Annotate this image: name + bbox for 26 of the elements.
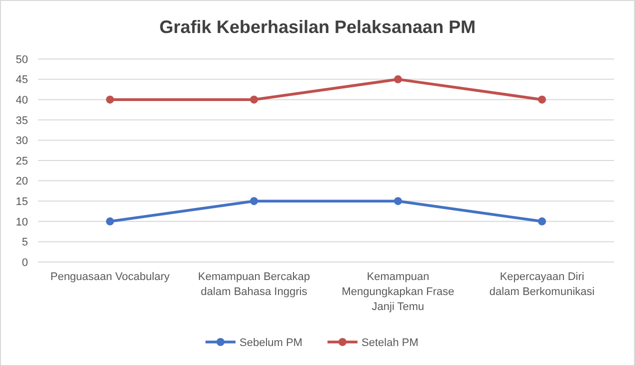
x-tick-label: Kepercayaan Diri dalam Berkomunikasi	[489, 271, 595, 298]
point	[106, 217, 114, 226]
y-tick-label: 0	[22, 256, 28, 269]
y-tick-label: 50	[16, 54, 28, 66]
y-tick-label: 20	[16, 176, 28, 188]
legend-label: Setelah PM	[362, 336, 418, 349]
chart-title: Grafik Keberhasilan Pelaksanaan PM	[159, 17, 476, 37]
point	[250, 96, 258, 104]
x-tick-label: Kemampuan Bercakap dalam Bahasa Inggris	[198, 271, 310, 298]
y-tick-label: 30	[16, 135, 28, 148]
point	[250, 197, 258, 206]
point	[538, 96, 546, 104]
y-tick-label: 15	[16, 196, 28, 208]
point	[538, 217, 546, 226]
y-tick-label: 45	[16, 74, 28, 86]
y-tick-label: 35	[16, 114, 28, 127]
point	[394, 197, 402, 206]
point	[394, 75, 402, 84]
y-tick-label: 40	[16, 94, 28, 106]
y-tick-label: 10	[16, 216, 28, 228]
point	[106, 96, 114, 104]
x-tick-label: Kemampuan Mengungkapkan Frase Janji Temu	[342, 271, 454, 313]
legend-label: Sebelum PM	[240, 336, 302, 349]
y-tick-label: 5	[22, 236, 28, 249]
y-tick-label: 25	[16, 155, 28, 168]
x-tick-label: Penguasaan Vocabulary	[50, 271, 170, 283]
